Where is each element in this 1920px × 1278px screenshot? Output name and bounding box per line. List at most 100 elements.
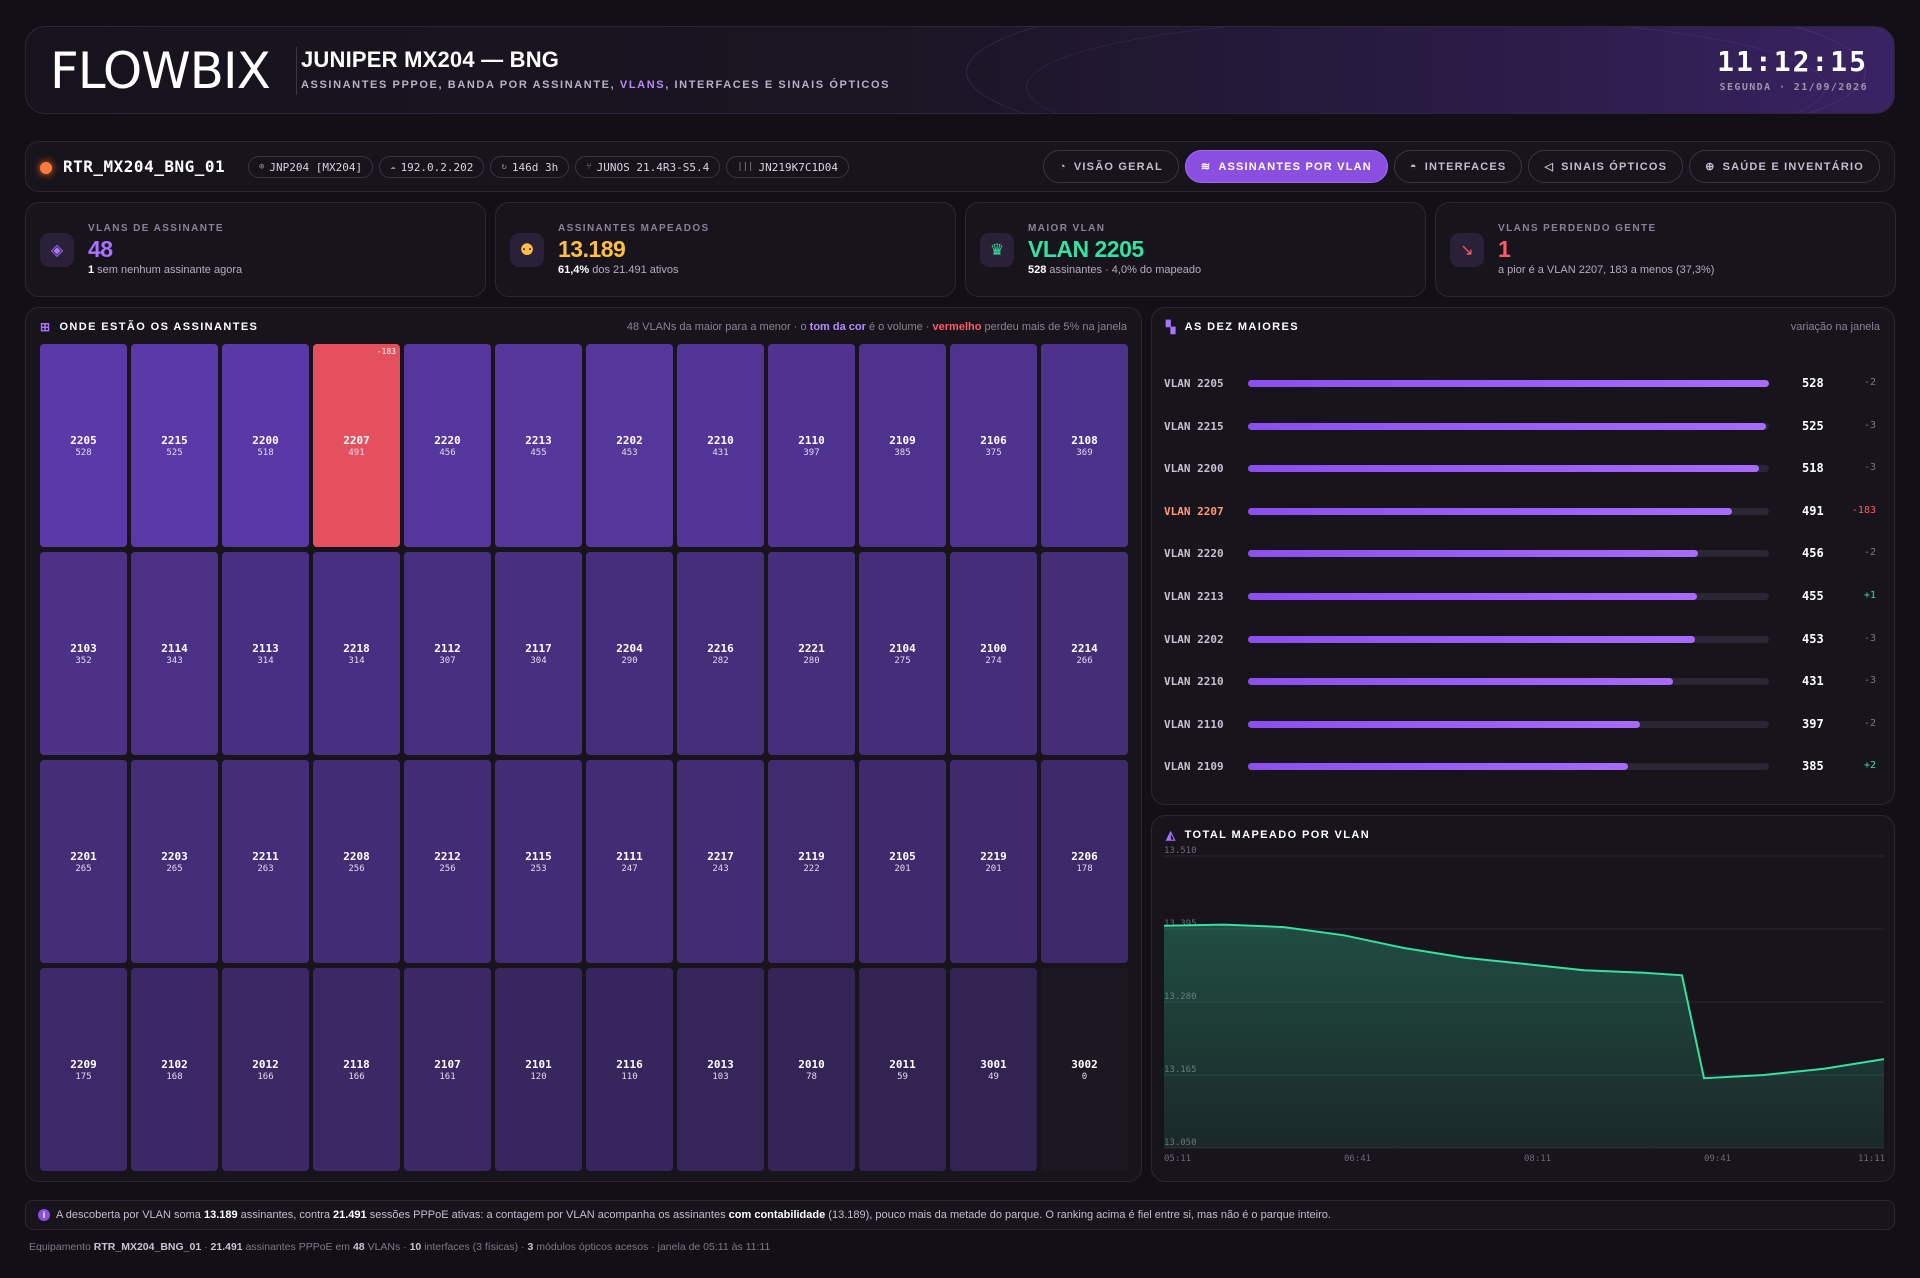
vlan-cell[interactable]: 2202 453 [586,344,673,547]
vlan-cell[interactable]: 2206 178 [1041,760,1128,963]
vlan-count: 518 [257,447,274,458]
vlan-cell[interactable]: 3001 49 [950,968,1037,1171]
vlan-cell[interactable]: 2210 431 [677,344,764,547]
vlan-cell[interactable]: 2119 222 [768,760,855,963]
vlan-cell[interactable]: 2115 253 [495,760,582,963]
vlan-cell[interactable]: 2111 247 [586,760,673,963]
subtitle-highlight: VLANS [619,79,666,91]
vlan-count: 274 [985,655,1002,666]
vlan-cell[interactable]: 2013 103 [677,968,764,1171]
top-ten-bar [1248,720,1769,728]
vlan-cell[interactable]: 2105 201 [859,760,946,963]
vlan-cell[interactable]: 2109 385 [859,344,946,547]
vlan-cell[interactable]: 2204 290 [586,552,673,755]
vlan-id: 2110 [798,433,825,447]
top-ten-row[interactable]: VLAN 2210 431 -3 [1152,672,1894,692]
vlan-cell[interactable]: 2200 518 [222,344,309,547]
top-ten-row[interactable]: VLAN 2220 456 -2 [1152,544,1894,564]
vlan-cell[interactable]: 2102 168 [131,968,218,1171]
vlan-cell[interactable]: 2203 265 [131,760,218,963]
vlan-count: 385 [894,447,911,458]
vlan-cell[interactable]: 2108 369 [1041,344,1128,547]
top-ten-label: VLAN 2200 [1164,462,1224,476]
vlan-count: 166 [348,1071,365,1082]
total-chart-panel: ◭TOTAL MAPEADO POR VLAN 13.51013.39513.2… [1151,815,1895,1182]
vlan-cell[interactable]: 2221 280 [768,552,855,755]
vlan-cell[interactable]: 2107 161 [404,968,491,1171]
vlan-cell[interactable]: 2011 59 [859,968,946,1171]
kpi-label: VLANS DE ASSINANTE [88,223,224,234]
vlan-count: 314 [348,655,365,666]
top-ten-row[interactable]: VLAN 2202 453 -3 [1152,630,1894,650]
top-ten-row[interactable]: VLAN 2200 518 -3 [1152,459,1894,479]
top-ten-bar-fill [1248,593,1697,600]
vlan-cell[interactable]: 2010 78 [768,968,855,1171]
vlan-cell[interactable]: 2117 304 [495,552,582,755]
subtitle-text: , INTERFACES E SINAIS ÓPTICOS [665,79,891,91]
heatmap-panel: ⊞ ONDE ESTÃO OS ASSINANTES 48 VLANs da ma… [25,307,1142,1182]
vlan-cell[interactable]: 2101 120 [495,968,582,1171]
vlan-id: 2103 [70,641,97,655]
vlan-cell[interactable]: 2118 166 [313,968,400,1171]
top-ten-row[interactable]: VLAN 2109 385 +2 [1152,757,1894,777]
tab-vis-o-geral[interactable]: ◔ VISÃO GERAL [1043,150,1179,183]
vlan-id: 2104 [889,641,916,655]
footer-value: 3 [527,1241,534,1253]
top-ten-delta: -2 [1863,717,1876,729]
tab-sa-de-e-invent-rio[interactable]: ⊕ SAÚDE E INVENTÁRIO [1689,150,1880,183]
vlan-cell[interactable]: 2216 282 [677,552,764,755]
vlan-cell[interactable]: 2114 343 [131,552,218,755]
top-ten-row[interactable]: VLAN 2207 491 -183 [1152,502,1894,522]
vlan-cell[interactable]: 2213 455 [495,344,582,547]
note-red: vermelho [932,321,982,333]
vlan-cell[interactable]: 2217 243 [677,760,764,963]
kpi-card: ◈ VLANS DE ASSINANTE 48 1 sem nenhum assina… [25,202,486,297]
vlan-cell[interactable]: 2110 397 [768,344,855,547]
vlan-cell[interactable]: 2113 314 [222,552,309,755]
series-line [1163,923,1885,1080]
vlan-cell[interactable]: 2209 175 [40,968,127,1171]
vlan-cell[interactable]: 2012 166 [222,968,309,1171]
vlan-cell[interactable]: 2215 525 [131,344,218,547]
vlan-count: 352 [75,655,92,666]
vlan-cell[interactable]: 2116 110 [586,968,673,1171]
vlan-cell[interactable]: 2208 256 [313,760,400,963]
vlan-cell[interactable]: 2201 265 [40,760,127,963]
top-ten-row[interactable]: VLAN 2110 397 -2 [1152,715,1894,735]
vlan-cell[interactable]: 3002 0 [1041,968,1128,1171]
vlan-cell[interactable]: 2205 528 [40,344,127,547]
vlan-cell[interactable]: 2212 256 [404,760,491,963]
vlan-cell[interactable]: 2103 352 [40,552,127,755]
tab-icon: ◓ [1409,160,1418,173]
top-ten-label: VLAN 2207 [1164,504,1224,518]
vlan-cell[interactable]: 2207 491 -183 [313,344,400,547]
top-ten-bar-fill [1248,720,1640,728]
tab-sinais-pticos[interactable]: ◁ SINAIS ÓPTICOS [1528,150,1684,183]
top-ten-row[interactable]: VLAN 2213 455 +1 [1152,587,1894,607]
vlan-cell[interactable]: 2219 201 [950,760,1037,963]
vlan-cell[interactable]: 2104 275 [859,552,946,755]
vlan-count: 280 [803,655,820,666]
vlan-cell[interactable]: 2106 375 [950,344,1037,547]
vlan-count: 247 [621,863,638,874]
vlan-cell[interactable]: 2218 314 [313,552,400,755]
chart-title-text: TOTAL MAPEADO POR VLAN [1184,829,1371,841]
vlan-cell[interactable]: 2112 307 [404,552,491,755]
vlan-count: 120 [530,1071,547,1082]
vlan-cell[interactable]: 2211 263 [222,760,309,963]
vlan-id: 3001 [980,1057,1007,1071]
top-ten-row[interactable]: VLAN 2215 525 -3 [1152,417,1894,437]
vlan-id: 2117 [525,641,552,655]
top-ten-row[interactable]: VLAN 2205 528 -2 [1152,374,1894,394]
vlan-cell[interactable]: 2100 274 [950,552,1037,755]
area-chart: 13.51013.39513.28013.16513.05005:1106:41… [1163,846,1885,1164]
device-chip: ☁ 192.0.2.202 [379,156,485,178]
tab-interfaces[interactable]: ◓ INTERFACES [1393,150,1523,183]
brand-logo[interactable]: FLOWBIX [50,42,271,100]
top-ten-panel: ▚ AS DEZ MAIORES variação na janela VLAN … [1151,307,1895,805]
vlan-count: 166 [257,1071,274,1082]
tab-assinantes-por-vlan[interactable]: ≋ ASSINANTES POR VLAN [1184,150,1388,183]
vlan-cell[interactable]: 2214 266 [1041,552,1128,755]
vlan-id: 2209 [70,1057,97,1071]
vlan-cell[interactable]: 2220 456 [404,344,491,547]
